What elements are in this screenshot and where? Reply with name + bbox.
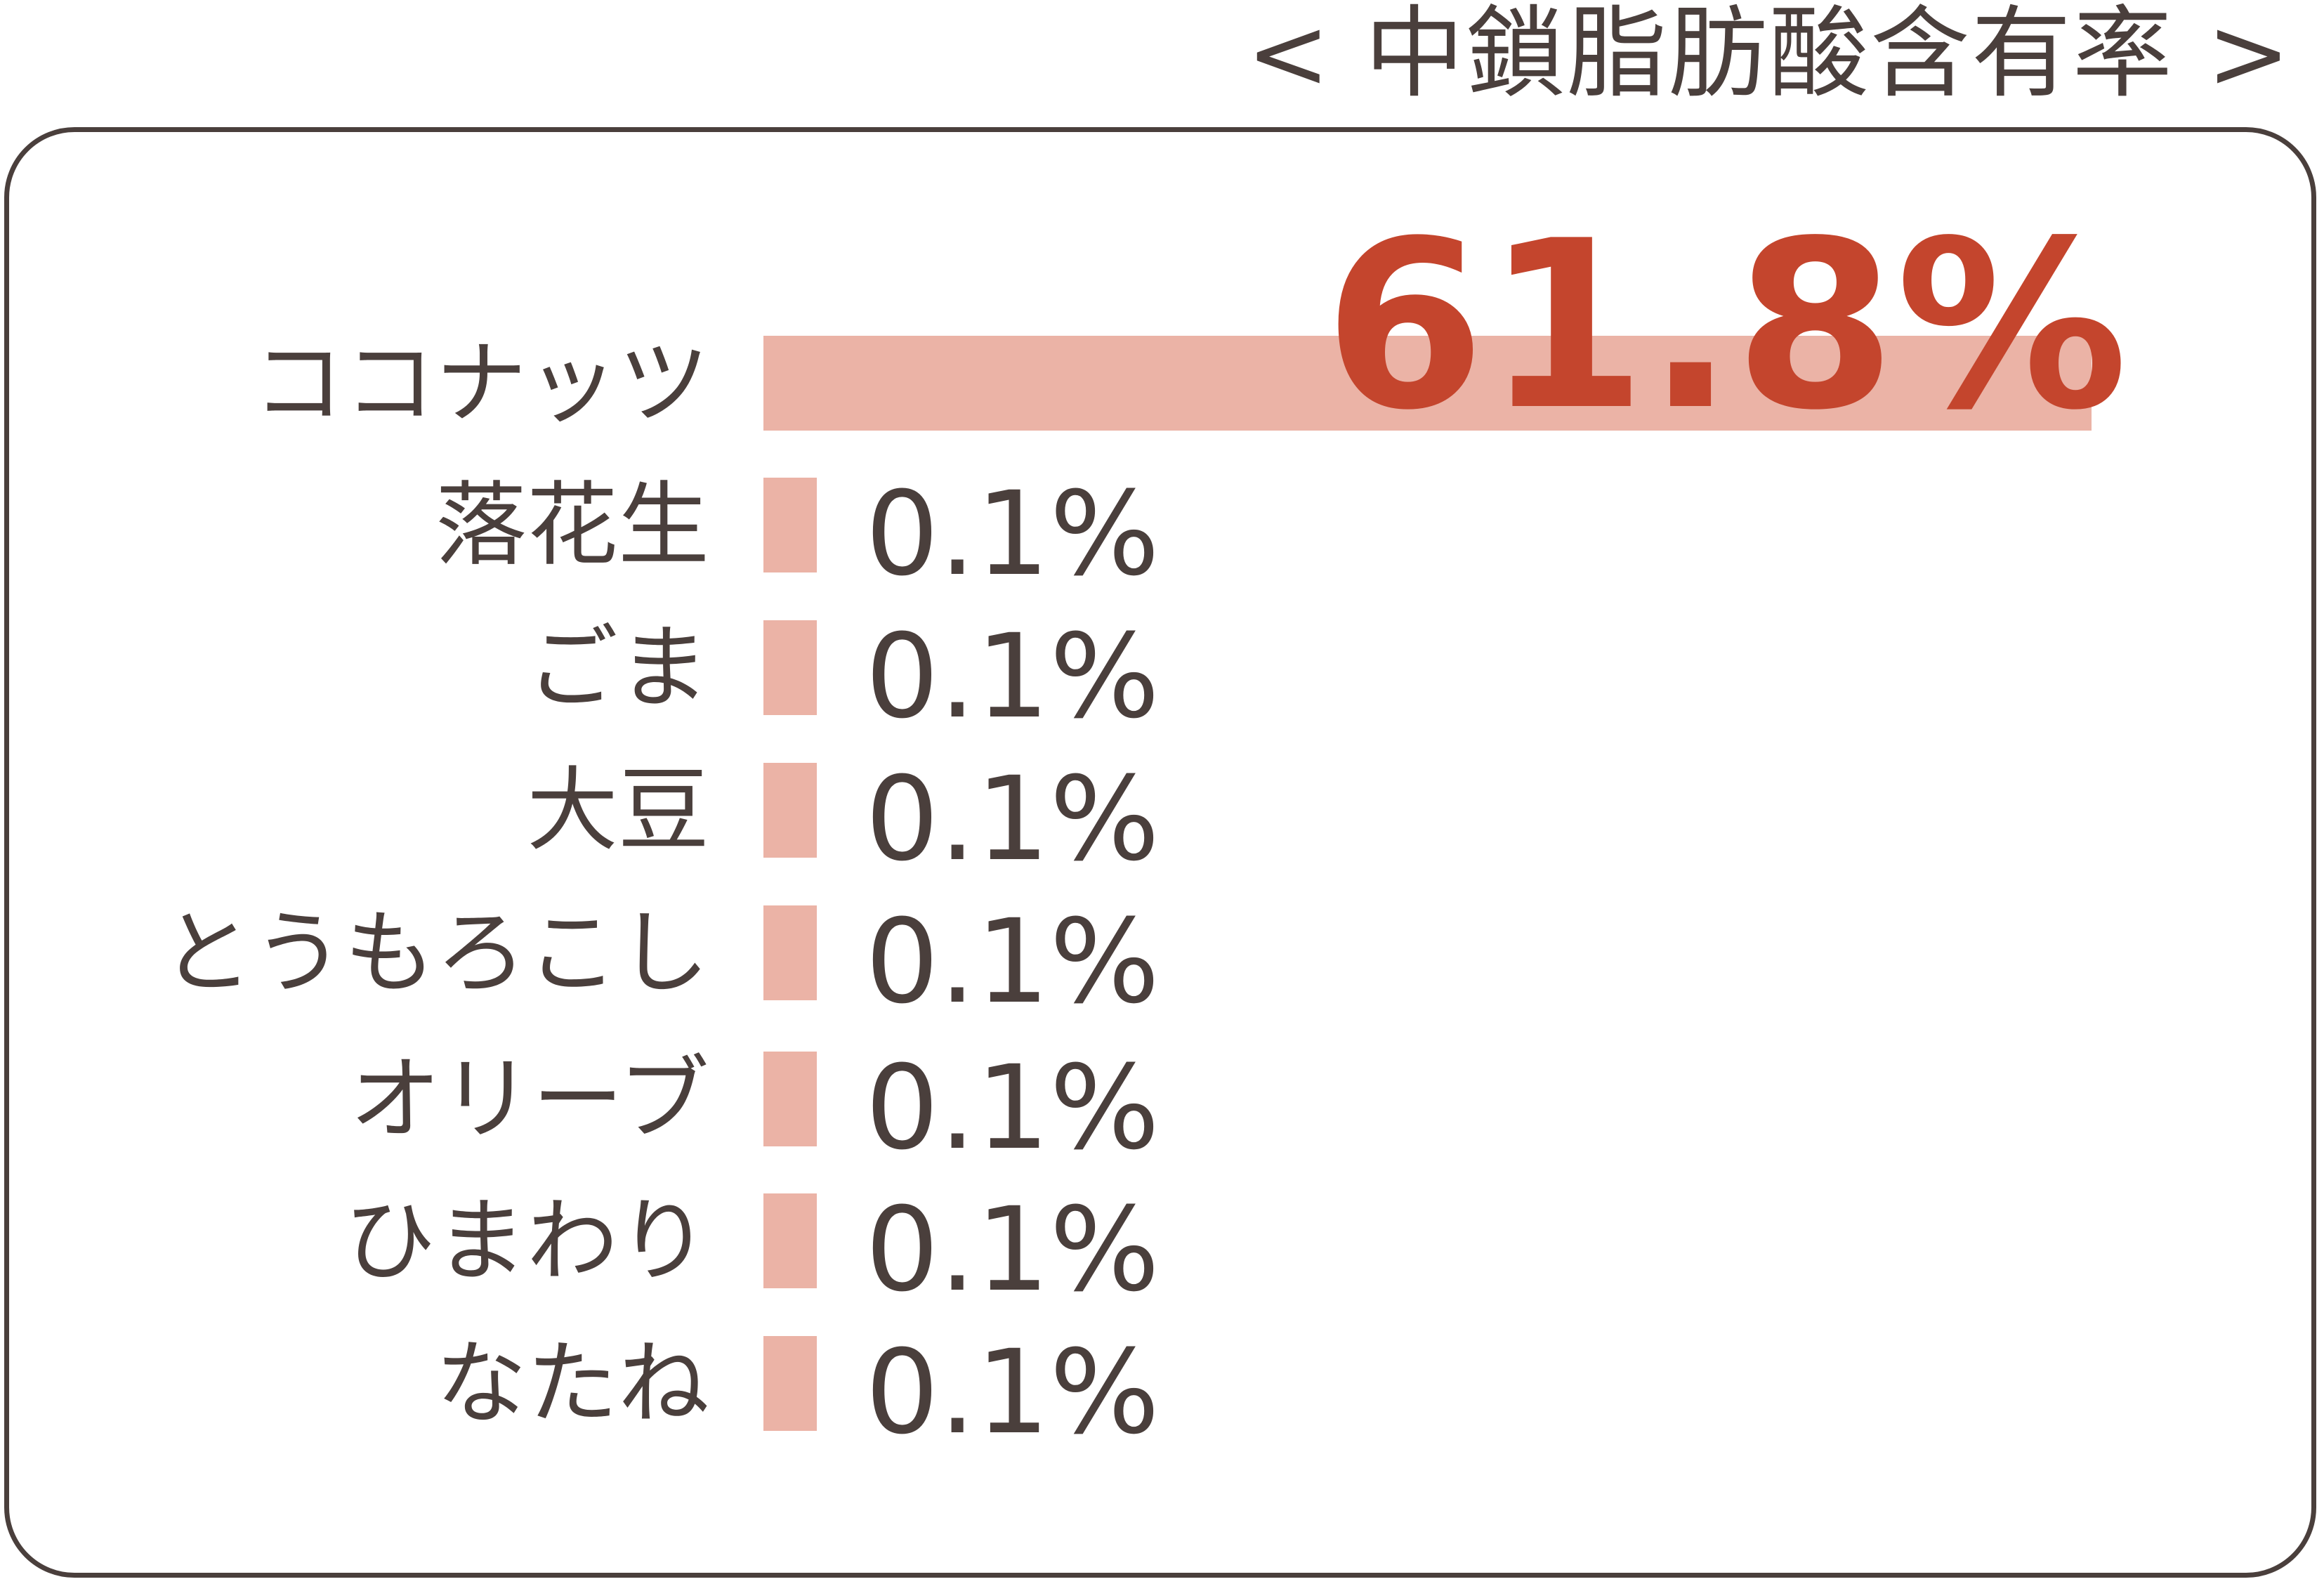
value-label-5: 0.1% [865, 1040, 1160, 1175]
category-label-5: オリーブ [350, 1046, 709, 1153]
value-label-7: 0.1% [865, 1325, 1160, 1460]
bar-5 [763, 1052, 817, 1146]
category-label-6: ひまわり [344, 1188, 709, 1295]
bar-1 [763, 478, 817, 572]
bar-7 [763, 1336, 817, 1431]
category-label-1: 落花生 [435, 472, 709, 579]
value-label-0: 61.8% [1324, 191, 2128, 461]
value-label-1: 0.1% [865, 466, 1160, 601]
bar-0 [763, 336, 2092, 431]
bar-2 [763, 620, 817, 715]
category-label-7: なたね [435, 1330, 709, 1437]
value-label-6: 0.1% [865, 1182, 1160, 1317]
category-label-2: ごま [527, 615, 709, 721]
bar-3 [763, 763, 817, 858]
value-label-3: 0.1% [865, 752, 1160, 886]
category-label-4: とうもろこし [162, 900, 709, 1007]
bar-4 [763, 905, 817, 1000]
category-label-0: ココナッツ [253, 330, 709, 437]
chart-title: < 中鎖脂肪酸含有率 > [1246, 0, 2292, 112]
chart-frame [4, 127, 2316, 1578]
value-label-4: 0.1% [865, 894, 1160, 1029]
bar-6 [763, 1193, 817, 1288]
category-label-3: 大豆 [527, 757, 709, 864]
value-label-2: 0.1% [865, 609, 1160, 744]
